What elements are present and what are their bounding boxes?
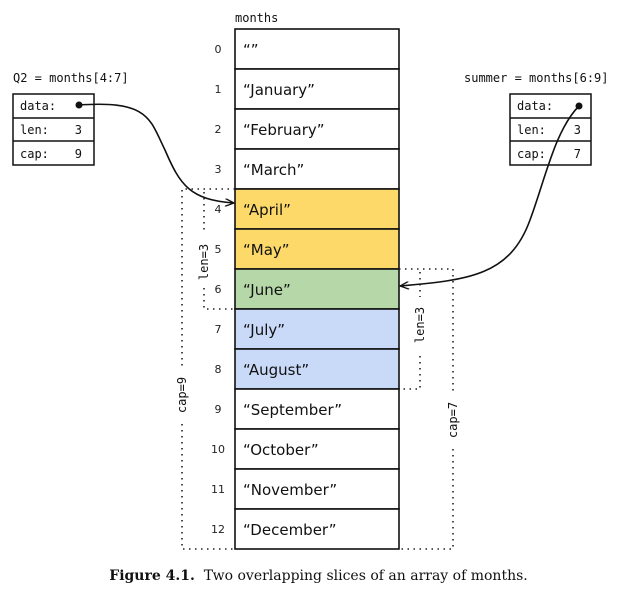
q2-slice-header: data: len: 3 cap: 9	[12, 93, 95, 166]
array-cell-value: “”	[243, 41, 259, 59]
figure-caption-text: Two overlapping slices of an array of mo…	[203, 568, 528, 584]
summer-len-value: 3	[574, 123, 581, 137]
array-cell-value: “September”	[243, 401, 342, 419]
array-cell	[234, 348, 400, 390]
array-cell	[234, 428, 400, 470]
array-cell-value: “October”	[243, 441, 319, 459]
array-cell	[234, 68, 400, 110]
array-cell-value: “June”	[243, 281, 291, 299]
q2-cap-bracket	[181, 188, 235, 550]
array-cell	[234, 468, 400, 510]
array-cell-value: “January”	[243, 81, 315, 99]
q2-len-value: 3	[75, 123, 82, 137]
q2-cap-annotation: cap=9	[175, 377, 189, 413]
array-index-label: 9	[215, 403, 222, 416]
array-cell-value: “March”	[243, 161, 304, 179]
array-cell-value: “July”	[243, 321, 285, 339]
array-index-label: 2	[215, 123, 222, 136]
array-cell-value: “November”	[243, 481, 337, 499]
array-cell	[234, 188, 400, 230]
array-index-label: 1	[215, 83, 222, 96]
figure-number: Figure 4.1.	[109, 568, 195, 584]
summer-len-annotation: len=3	[413, 307, 427, 343]
array-cell-value: “August”	[243, 361, 309, 379]
array-cell-value: “May”	[243, 241, 290, 259]
array-index-label: 11	[211, 483, 225, 496]
array-index-label: 0	[215, 43, 222, 56]
array-cell	[234, 508, 400, 550]
q2-len-annotation: len=3	[197, 244, 211, 280]
summer-data-arrow	[400, 105, 580, 286]
array-index-label: 8	[215, 363, 222, 376]
array-cell	[234, 28, 400, 70]
array-index-label: 10	[211, 443, 225, 456]
q2-title: Q2 = months[4:7]	[13, 71, 129, 85]
array-cell-value: “February”	[243, 121, 325, 139]
summer-data-label: data:	[517, 99, 553, 113]
summer-cap-annotation: cap=7	[446, 402, 460, 438]
figure-caption: Figure 4.1. Two overlapping slices of an…	[0, 568, 637, 584]
array-cells: “” 0 “January” 1 “February” 2 “March” 3 “April” 4…	[211, 28, 400, 550]
q2-data-label: data:	[20, 99, 56, 113]
slices-diagram: months “”0“January”1“February”2“March”3“…	[12, 11, 609, 550]
q2-cap-value: 9	[75, 147, 82, 161]
array-cell	[234, 108, 400, 150]
array-cell-value: “April”	[243, 201, 291, 219]
q2-len-label: len:	[20, 123, 49, 137]
summer-cap-label: cap:	[517, 147, 546, 161]
summer-slice-header: data: len: 3 cap: 7	[509, 93, 592, 166]
q2-cap-label: cap:	[20, 147, 49, 161]
array-index-label: 6	[215, 283, 222, 296]
array-label: months	[235, 11, 278, 25]
array-index-label: 3	[215, 163, 222, 176]
array-index-label: 12	[211, 523, 225, 536]
q2-data-arrow	[78, 103, 234, 203]
array-index-label: 4	[215, 203, 222, 216]
array-cell-value: “December”	[243, 521, 337, 539]
array-cell	[234, 268, 400, 310]
summer-cap-value: 7	[574, 147, 581, 161]
summer-title: summer = months[6:9]	[464, 71, 609, 85]
summer-cap-bracket	[399, 268, 454, 550]
array-index-label: 5	[215, 243, 222, 256]
array-index-label: 7	[215, 323, 222, 336]
summer-len-label: len:	[517, 123, 546, 137]
